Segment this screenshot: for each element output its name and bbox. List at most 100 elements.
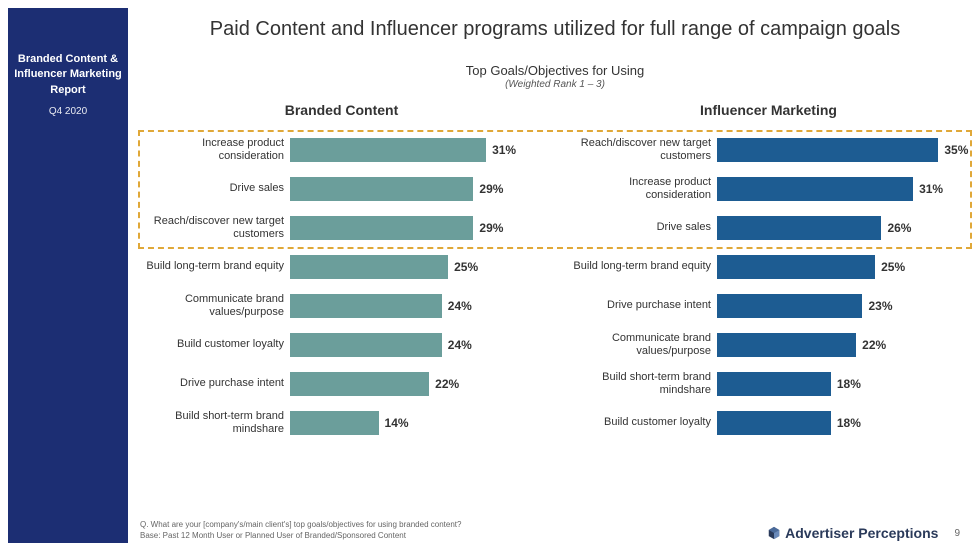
bar-label: Build short-term brand mindshare (140, 410, 290, 435)
bar-value: 18% (837, 416, 861, 430)
bar-row: Communicate brand values/purpose 22% (567, 327, 970, 362)
bar-row: Build long-term brand equity 25% (567, 249, 970, 284)
bar-label: Reach/discover new target customers (567, 137, 717, 162)
bar-value: 22% (435, 377, 459, 391)
bar-track: 29% (290, 177, 543, 201)
bar-label: Drive purchase intent (140, 377, 290, 390)
chart-heading-left: Branded Content (140, 102, 543, 118)
bar-value: 26% (887, 221, 911, 235)
bar-label: Build short-term brand mindshare (567, 371, 717, 396)
bar-track: 29% (290, 216, 543, 240)
bar-row: Build customer loyalty 24% (140, 327, 543, 362)
bar-value: 35% (944, 143, 968, 157)
bar-value: 23% (868, 299, 892, 313)
bar (717, 216, 881, 240)
bar-value: 24% (448, 338, 472, 352)
bar-track: 25% (717, 255, 970, 279)
bar-label: Increase product consideration (567, 176, 717, 201)
bar-row: Drive sales 26% (567, 210, 970, 245)
bar-label: Drive purchase intent (567, 299, 717, 312)
bar-track: 18% (717, 372, 970, 396)
bar (290, 138, 486, 162)
bar-row: Drive sales 29% (140, 171, 543, 206)
bar (717, 372, 831, 396)
bar-row: Build short-term brand mindshare 18% (567, 366, 970, 401)
bar-track: 18% (717, 411, 970, 435)
footnote: Q. What are your [company's/main client'… (140, 520, 461, 541)
bar-track: 25% (290, 255, 543, 279)
bar-value: 22% (862, 338, 886, 352)
bar-track: 24% (290, 294, 543, 318)
bar-label: Build long-term brand equity (140, 260, 290, 273)
bar-label: Build customer loyalty (140, 338, 290, 351)
brand-text: Advertiser Perceptions (785, 525, 938, 541)
bar (717, 333, 856, 357)
bar (290, 177, 473, 201)
sidebar-panel: Branded Content & Influencer Marketing R… (8, 8, 128, 543)
bar-value: 18% (837, 377, 861, 391)
bar-value: 31% (492, 143, 516, 157)
bar-label: Drive sales (140, 182, 290, 195)
bar-row: Increase product consideration 31% (140, 132, 543, 167)
bar (717, 294, 862, 318)
bar (290, 294, 442, 318)
bar-track: 22% (717, 333, 970, 357)
bar-row: Communicate brand values/purpose 24% (140, 288, 543, 323)
main-content: Paid Content and Influencer programs uti… (140, 18, 970, 444)
report-date: Q4 2020 (8, 106, 128, 117)
bar-track: 31% (717, 177, 970, 201)
bar (717, 138, 938, 162)
bar (717, 177, 913, 201)
bar-row: Build short-term brand mindshare 14% (140, 405, 543, 440)
bar (290, 333, 442, 357)
bar (290, 372, 429, 396)
bar-track: 23% (717, 294, 970, 318)
page-title: Paid Content and Influencer programs uti… (140, 18, 970, 41)
chart-subtitle: Top Goals/Objectives for Using (140, 63, 970, 78)
bar-label: Build customer loyalty (567, 416, 717, 429)
bar-row: Build customer loyalty 18% (567, 405, 970, 440)
bar-value: 24% (448, 299, 472, 313)
bar-value: 29% (479, 221, 503, 235)
bar-track: 22% (290, 372, 543, 396)
bar-row: Increase product consideration 31% (567, 171, 970, 206)
bar-track: 31% (290, 138, 543, 162)
bar-value: 31% (919, 182, 943, 196)
bar-row: Build long-term brand equity 25% (140, 249, 543, 284)
bar-row: Drive purchase intent 23% (567, 288, 970, 323)
bar (717, 255, 875, 279)
bar-track: 35% (717, 138, 970, 162)
chart-heading-right: Influencer Marketing (567, 102, 970, 118)
bar-label: Drive sales (567, 221, 717, 234)
bar-value: 29% (479, 182, 503, 196)
bar (290, 216, 473, 240)
report-title: Branded Content & Influencer Marketing R… (8, 52, 128, 106)
bar-label: Increase product consideration (140, 137, 290, 162)
bar-value: 25% (881, 260, 905, 274)
bar-label: Communicate brand values/purpose (567, 332, 717, 357)
bar-row: Reach/discover new target customers 29% (140, 210, 543, 245)
bar (290, 255, 448, 279)
bar-value: 14% (385, 416, 409, 430)
bar-row: Reach/discover new target customers 35% (567, 132, 970, 167)
bar-value: 25% (454, 260, 478, 274)
brand: Advertiser Perceptions 9 (767, 525, 960, 541)
footer: Q. What are your [company's/main client'… (140, 520, 960, 541)
bar-label: Communicate brand values/purpose (140, 293, 290, 318)
bar (717, 411, 831, 435)
bar (290, 411, 379, 435)
footnote-line1: Q. What are your [company's/main client'… (140, 520, 461, 530)
bar-track: 14% (290, 411, 543, 435)
chart-subtitle-note: (Weighted Rank 1 – 3) (140, 79, 970, 90)
footnote-line2: Base: Past 12 Month User or Planned User… (140, 531, 461, 541)
bar-track: 26% (717, 216, 970, 240)
bar-row: Drive purchase intent 22% (140, 366, 543, 401)
chart-influencer-marketing: Influencer Marketing Reach/discover new … (567, 102, 970, 444)
bar-label: Reach/discover new target customers (140, 215, 290, 240)
page-number: 9 (954, 528, 960, 539)
bar-track: 24% (290, 333, 543, 357)
brand-cube-icon (767, 526, 781, 540)
bar-label: Build long-term brand equity (567, 260, 717, 273)
chart-branded-content: Branded Content Increase product conside… (140, 102, 543, 444)
charts-wrapper: Branded Content Increase product conside… (140, 102, 970, 444)
